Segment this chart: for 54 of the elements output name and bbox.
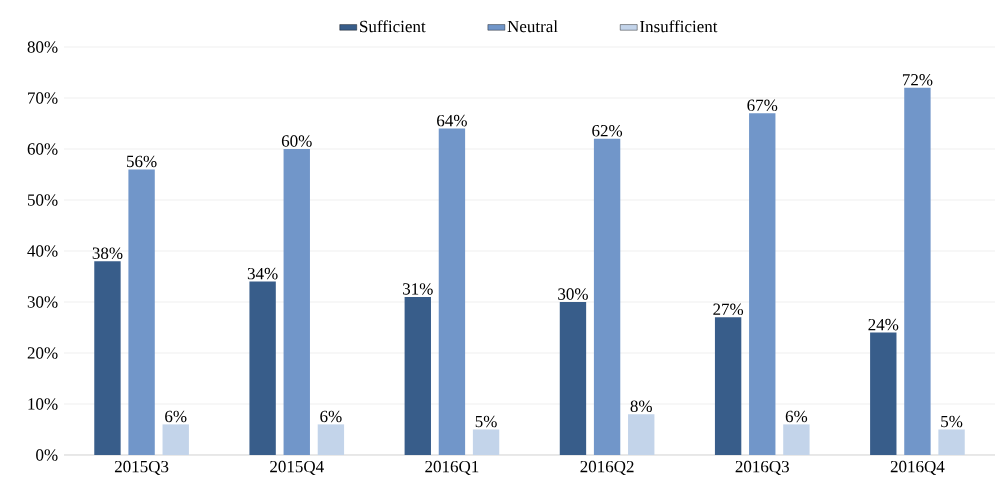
y-tick-label: 50%: [27, 194, 58, 206]
bar: [249, 281, 276, 455]
legend-label: Insufficient: [640, 20, 718, 33]
y-tick-label: 70%: [28, 92, 58, 104]
legend-label: Sufficient: [360, 20, 426, 33]
bar: [283, 148, 310, 455]
bar: [904, 87, 931, 455]
y-tick-label: 0%: [36, 449, 58, 461]
data-label: 31%: [403, 283, 433, 295]
bar: [559, 301, 587, 455]
y-tick-label: 20%: [27, 347, 58, 359]
data-label: 56%: [127, 155, 157, 168]
x-tick-label: 2015Q3: [114, 460, 169, 475]
bar: [472, 429, 500, 455]
data-label: 30%: [558, 288, 588, 300]
data-label: 34%: [247, 267, 278, 280]
bar: [317, 424, 345, 455]
bar: [783, 424, 810, 455]
y-tick-label: 80%: [27, 41, 58, 53]
x-tick-label: 2016Q1: [425, 460, 479, 475]
bar: [628, 414, 655, 455]
y-tick-label: 10%: [28, 398, 58, 410]
data-label: 60%: [281, 135, 312, 147]
y-tick-label: 60%: [27, 143, 58, 155]
data-label: 6%: [785, 410, 808, 423]
data-label: 62%: [592, 125, 623, 137]
data-label: 6%: [320, 410, 342, 423]
bar: [128, 169, 155, 455]
data-label: 24%: [868, 318, 899, 331]
bar: [593, 138, 621, 455]
data-label: 72%: [902, 74, 933, 86]
x-tick-label: 2015Q4: [270, 460, 324, 475]
x-tick-label: 2016Q4: [890, 460, 945, 475]
data-label: 6%: [165, 410, 187, 423]
bar: [162, 424, 189, 455]
bar: [870, 332, 897, 455]
data-label: 67%: [747, 99, 778, 112]
bar: [938, 429, 965, 455]
data-label: 64%: [437, 114, 467, 127]
x-tick-label: 2016Q3: [735, 460, 789, 475]
data-label: 5%: [475, 415, 497, 428]
data-label: 27%: [713, 303, 744, 316]
y-tick-label: 40%: [27, 245, 58, 257]
bar: [714, 317, 742, 455]
data-label: 5%: [941, 415, 963, 428]
bar: [94, 261, 121, 455]
bar: [749, 113, 776, 455]
y-tick-label: 30%: [27, 296, 58, 308]
data-label: 8%: [630, 400, 652, 412]
bar: [404, 296, 431, 455]
x-tick-label: 2016Q2: [580, 460, 634, 475]
data-label: 38%: [92, 247, 123, 259]
bar: [438, 128, 466, 455]
legend-label: Neutral: [507, 20, 558, 33]
